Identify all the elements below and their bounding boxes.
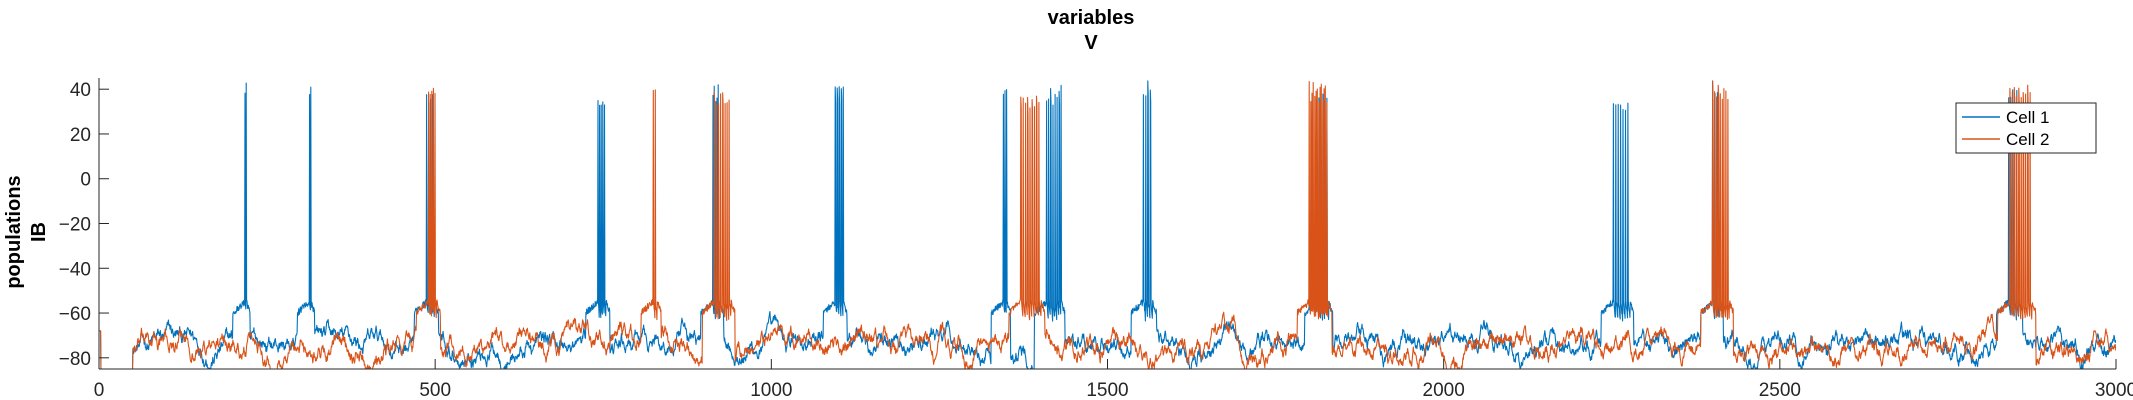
x-tick-label: 2000 bbox=[1423, 380, 1465, 400]
x-tick-label: 500 bbox=[419, 380, 451, 400]
axes-layer: −80 −60 −40 −20 0 20 40 0 500 1000 1500 2000 2500 300… bbox=[59, 78, 2133, 400]
x-tick-label: 3000 bbox=[2095, 380, 2133, 400]
y-tick-label: −40 bbox=[59, 259, 91, 280]
chart-title: variables bbox=[1048, 7, 1135, 29]
x-tick-label: 2500 bbox=[1759, 380, 1801, 400]
x-tick-label: 0 bbox=[94, 380, 105, 400]
chart-subtitle: V bbox=[1084, 32, 1098, 54]
series-line-cell-2 bbox=[99, 80, 2116, 369]
y-axis-label: populations bbox=[3, 175, 25, 288]
legend: Cell 1 Cell 2 bbox=[1955, 102, 2097, 154]
y-tick-label: −80 bbox=[59, 349, 91, 370]
legend-box bbox=[1955, 102, 2097, 154]
x-tick-label: 1000 bbox=[750, 380, 792, 400]
y-tick-label: 40 bbox=[70, 80, 91, 101]
y-tick-label: 0 bbox=[80, 170, 91, 191]
y-tick-label: −20 bbox=[59, 215, 91, 236]
y-tick-label: −60 bbox=[59, 304, 91, 325]
x-tick-label: 1500 bbox=[1086, 380, 1128, 400]
series-layer bbox=[99, 80, 2116, 369]
y-axis-label-2: IB bbox=[28, 222, 50, 242]
y-axis-label-line2: IB bbox=[28, 222, 50, 242]
legend-label-cell-1: Cell 1 bbox=[2006, 108, 2049, 127]
legend-label-cell-2: Cell 2 bbox=[2006, 130, 2049, 149]
y-axis-label-line1: populations bbox=[3, 175, 25, 288]
y-tick-label: 20 bbox=[70, 125, 91, 146]
